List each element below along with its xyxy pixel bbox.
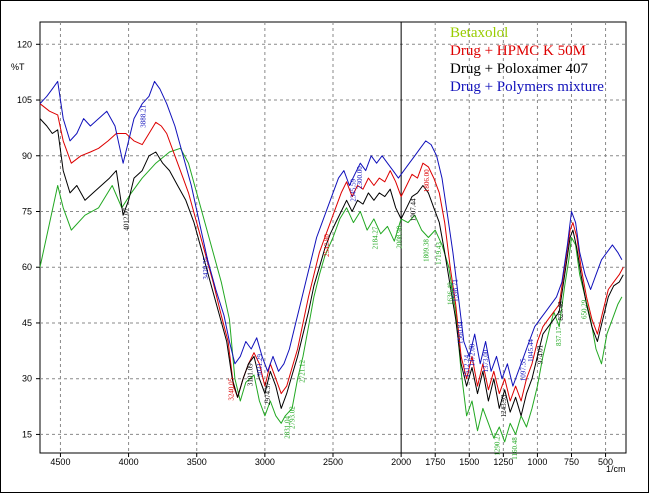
peak-label: 1809.38 [423, 239, 431, 262]
x-tick-label: 2000 [391, 457, 411, 467]
x-tick-label: 4000 [119, 457, 139, 467]
peak-label: 1243.93 [500, 394, 508, 417]
peak-label: 1472.00 [469, 343, 477, 366]
peak-label: 2974.37 [264, 382, 272, 405]
peak-label: 1560.84 [457, 321, 465, 344]
peak-label: 3888.21 [139, 104, 147, 127]
peak-label: 2831.04 [283, 416, 291, 439]
peak-label: 1719.43 [435, 242, 443, 265]
x-tick-label: 4500 [50, 457, 70, 467]
x-tick-label: 1250 [493, 457, 513, 467]
x-tick-label: 3000 [255, 457, 275, 467]
peak-label: 1636.49 [446, 282, 454, 305]
x-tick-label: 1000 [527, 457, 547, 467]
peak-label: 2542.80 [323, 234, 331, 257]
x-axis: 4500 4000 3500 3000 2500 2000 1750 1500 1250 1000… [50, 453, 613, 467]
series-line-2 [39, 118, 624, 417]
peak-label: 1373.00 [482, 349, 490, 372]
y-tick-label: 90 [22, 151, 32, 161]
peak-label: 2184.27 [372, 226, 380, 249]
series-line-3 [39, 80, 623, 387]
grid [40, 22, 626, 453]
x-tick-label: 1750 [425, 457, 445, 467]
peak-label: 1290.27 [493, 432, 501, 455]
y-tick-label: 30 [22, 374, 32, 384]
peak-label: 3240.05 [228, 377, 236, 400]
x-tick-label: 3500 [187, 457, 207, 467]
legend: Betaxolol Drug + HPMC K 50M Drug + Poloxam… [450, 25, 604, 95]
peak-label: 1598.71 [451, 279, 459, 302]
x-tick-label: 750 [564, 457, 579, 467]
legend-entry: Drug + Polymers mixture [450, 79, 604, 95]
peak-labels: 4012.07 3888.21 3429.55 3240.05 3101.09 3031.… [123, 104, 589, 459]
legend-entry: Drug + Poloxamer 407 [450, 61, 589, 77]
y-tick-label: 75 [22, 206, 32, 216]
x-axis-unit: 1/cm [606, 464, 626, 474]
y-tick-label: 120 [17, 39, 32, 49]
y-tick-label: 45 [22, 318, 32, 328]
peak-label: 837.17 [555, 326, 563, 346]
peak-label: 1512.24 [463, 354, 471, 377]
y-tick-label: 105 [17, 95, 32, 105]
peak-label: 650.29 [581, 299, 589, 319]
peak-label: 1045.44 [527, 339, 535, 362]
x-tick-label: 2500 [323, 457, 343, 467]
peak-label: 974.01 [537, 344, 545, 364]
peak-label: 2300.00 [356, 166, 364, 189]
peak-label: 2721.12 [298, 360, 306, 383]
series-line-1 [39, 103, 624, 402]
peak-label: 3429.55 [202, 256, 210, 279]
peak-label: 1907.44 [409, 198, 417, 221]
y-axis: 15 30 45 60 75 90 105 120 [17, 39, 40, 439]
y-axis-label: %T [11, 62, 25, 72]
x-tick-label: 1500 [459, 457, 479, 467]
peak-label: 1806.00 [423, 169, 431, 192]
y-tick-label: 15 [22, 429, 32, 439]
series-line-0 [39, 147, 623, 443]
legend-entry: Drug + HPMC K 50M [450, 43, 586, 59]
peak-label: 2008.90 [396, 225, 404, 248]
peak-label: 2345.59 [350, 178, 358, 201]
peak-label: 3101.09 [247, 363, 255, 386]
series-layer [39, 80, 624, 443]
legend-entry: Betaxolol [450, 25, 508, 41]
y-tick-label: 60 [22, 262, 32, 272]
peak-label: 825.48 [557, 301, 565, 321]
x-tick-label: 500 [598, 457, 613, 467]
peak-label: 4012.07 [123, 207, 131, 230]
peak-label: 3031.29 [256, 354, 264, 377]
peak-label: 1160.48 [511, 437, 519, 460]
peak-label: 1097.55 [520, 358, 528, 381]
peak-label: 2793.02 [289, 406, 297, 429]
